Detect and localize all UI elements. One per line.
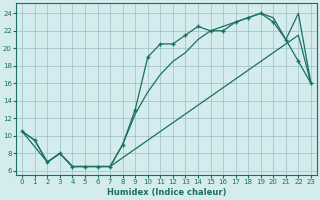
X-axis label: Humidex (Indice chaleur): Humidex (Indice chaleur) bbox=[107, 188, 226, 197]
